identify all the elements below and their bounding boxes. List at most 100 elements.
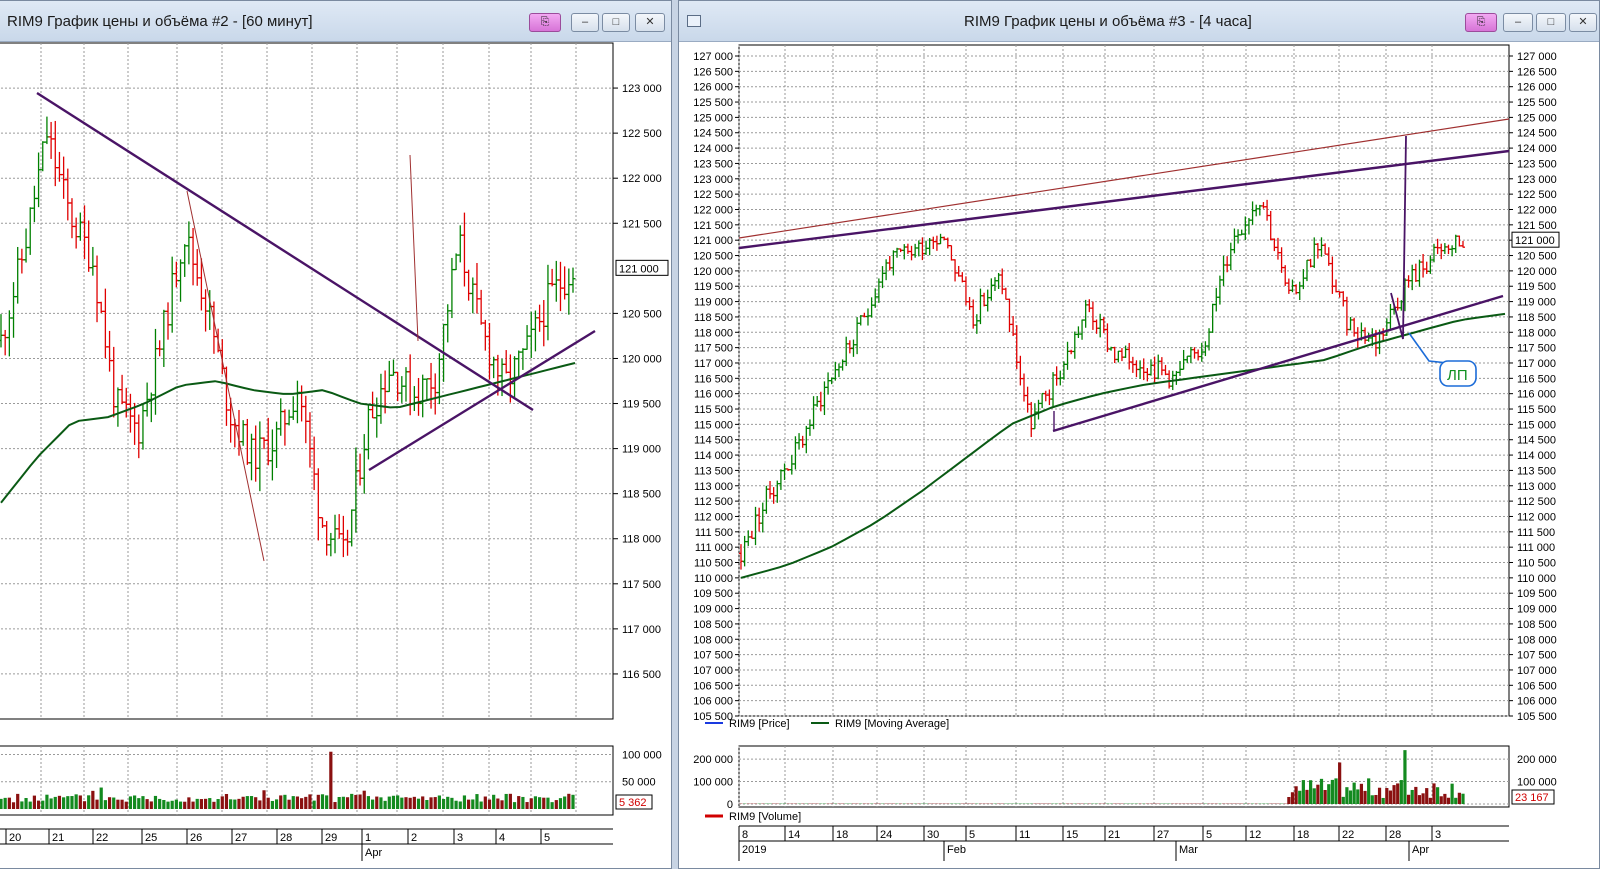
left-volume-bar (479, 801, 483, 809)
left-chart-window: RIM9 График цены и объёма #2 - [60 минут… (0, 0, 672, 869)
right-volume-bar (1381, 797, 1385, 804)
left-price-pane (0, 42, 614, 720)
right-price-tick-label-left: 112 500 (694, 496, 733, 508)
right-volume-bar (1457, 792, 1461, 804)
right-chart-window: RIM9 График цены и объёма #3 - [4 часа] … (678, 0, 1600, 869)
right-volume-bar (1410, 789, 1414, 804)
right-volume-bar (1370, 795, 1374, 804)
right-price-tick-label-left: 114 500 (694, 435, 733, 447)
right-price-tick-label-left: 111 000 (695, 542, 733, 554)
left-date-tick-label: 22 (96, 832, 108, 844)
left-volume-bar (375, 796, 379, 809)
right-last-price-label: 121 000 (1515, 235, 1555, 247)
left-volume-bar (387, 796, 391, 809)
left-price-volume-chart[interactable]: 123 000 122 500 122 000 121 500 120 500 120 0… (0, 1, 672, 869)
right-price-tick-label-right: 114 500 (1517, 435, 1556, 447)
left-volume-bar (112, 797, 116, 809)
left-volume-bar (287, 799, 291, 809)
right-price-tick-label-left: 119 500 (694, 281, 733, 293)
left-volume-bar (320, 794, 325, 809)
right-price-tick-label-right: 119 500 (1517, 281, 1556, 293)
left-date-tick-label: 2 (411, 832, 417, 844)
right-price-tick-label-left: 119 000 (694, 297, 733, 309)
right-price-tick-label-right: 124 500 (1517, 128, 1557, 140)
right-price-tick-label-left: 118 500 (694, 312, 733, 324)
right-volume-bar (1316, 784, 1320, 804)
right-price-tick-label-right: 127 000 (1517, 51, 1557, 63)
right-price-tick-label-right: 115 000 (1517, 419, 1556, 431)
left-volume-bar (78, 795, 82, 809)
close-icon[interactable]: ✕ (635, 13, 665, 32)
left-last-volume-label: 5 362 (619, 797, 647, 809)
left-volume-bar (308, 794, 312, 809)
close-icon[interactable]: ✕ (1569, 13, 1597, 32)
right-price-tick-label-right: 115 500 (1517, 404, 1556, 416)
right-volume-bar (1406, 794, 1411, 804)
left-title-bar[interactable]: RIM9 График цены и объёма #2 - [60 минут… (0, 1, 671, 42)
left-date-tick-label: 29 (325, 832, 337, 844)
left-volume-bar (563, 796, 567, 809)
right-volume-bar (1348, 790, 1353, 804)
minimize-icon[interactable]: – (571, 13, 599, 32)
right-date-tick-label: 21 (1108, 829, 1120, 841)
left-volume-bar (546, 797, 550, 809)
left-volume-bar (237, 798, 241, 809)
right-price-tick-label-left: 109 000 (693, 604, 733, 616)
pin-icon[interactable]: ⎘ (529, 13, 561, 32)
right-price-tick-label-right: 107 500 (1517, 650, 1557, 662)
left-volume-bar (20, 801, 24, 809)
right-price-volume-chart[interactable]: 127 000 127 000 126 500 126 500 126 000 126 0… (679, 1, 1600, 869)
left-volume-bar (554, 800, 558, 809)
right-volume-bar (1305, 789, 1309, 804)
left-volume-bar (62, 797, 66, 809)
minimize-icon[interactable]: – (1503, 13, 1533, 32)
left-volume-bar (0, 798, 3, 809)
right-volume-bar (1446, 797, 1451, 804)
left-volume-bar (446, 796, 450, 809)
left-volume-bar (95, 799, 99, 809)
right-volume-tick-label-left: 200 000 (693, 754, 733, 766)
right-annotation-label: ЛП (1447, 367, 1468, 384)
left-volume-bar (550, 802, 554, 809)
right-price-tick-label-left: 116 000 (694, 389, 733, 401)
left-volume-bar (254, 797, 258, 809)
right-price-tick-label-left: 113 000 (694, 481, 733, 493)
right-price-tick-label-right: 109 500 (1517, 588, 1557, 600)
left-date-tick-label: 1 (365, 832, 371, 844)
left-volume-bar (66, 796, 70, 809)
right-lower-trend-line (1052, 294, 1504, 433)
left-price-tick-label: 122 500 (622, 128, 662, 140)
right-upper-channel-line (738, 149, 1510, 250)
right-price-tick-label-left: 116 500 (694, 373, 733, 385)
right-price-tick-label-left: 123 500 (693, 158, 733, 170)
maximize-icon[interactable]: □ (1536, 13, 1566, 32)
right-price-tick-label-left: 126 500 (693, 66, 733, 78)
left-volume-bar (241, 796, 245, 809)
right-price-tick-label-right: 110 500 (1517, 558, 1556, 570)
left-volume-bar (567, 793, 571, 809)
left-moving-average-line (0, 362, 576, 504)
left-volume-bar (91, 790, 95, 809)
right-price-tick-label-right: 116 500 (1517, 373, 1556, 385)
maximize-icon[interactable]: □ (602, 13, 630, 32)
right-price-tick-label-left: 105 500 (693, 711, 733, 723)
left-volume-bar (404, 797, 408, 809)
left-price-tick-label: 119 500 (622, 399, 661, 411)
right-volume-bar (1338, 762, 1342, 804)
left-volume-bar (300, 798, 304, 809)
right-spike-line (1390, 135, 1407, 340)
left-volume-bar (337, 797, 341, 809)
left-last-price-box (615, 259, 669, 276)
right-price-tick-label-right: 121 500 (1517, 220, 1557, 232)
right-volume-bar (1323, 789, 1327, 804)
left-volume-bar (487, 799, 492, 809)
right-legend-volume-label: RIM9 [Volume] (729, 811, 801, 823)
pin-icon[interactable]: ⎘ (1465, 13, 1497, 32)
right-title-bar[interactable]: RIM9 График цены и объёма #3 - [4 часа] … (679, 1, 1599, 42)
left-volume-bar (3, 797, 7, 809)
left-volume-bar (345, 797, 350, 809)
right-volume-bar (1374, 794, 1378, 804)
left-date-tick-label: 28 (280, 832, 292, 844)
right-volume-bar (1388, 790, 1393, 804)
left-volume-bar (508, 793, 512, 809)
